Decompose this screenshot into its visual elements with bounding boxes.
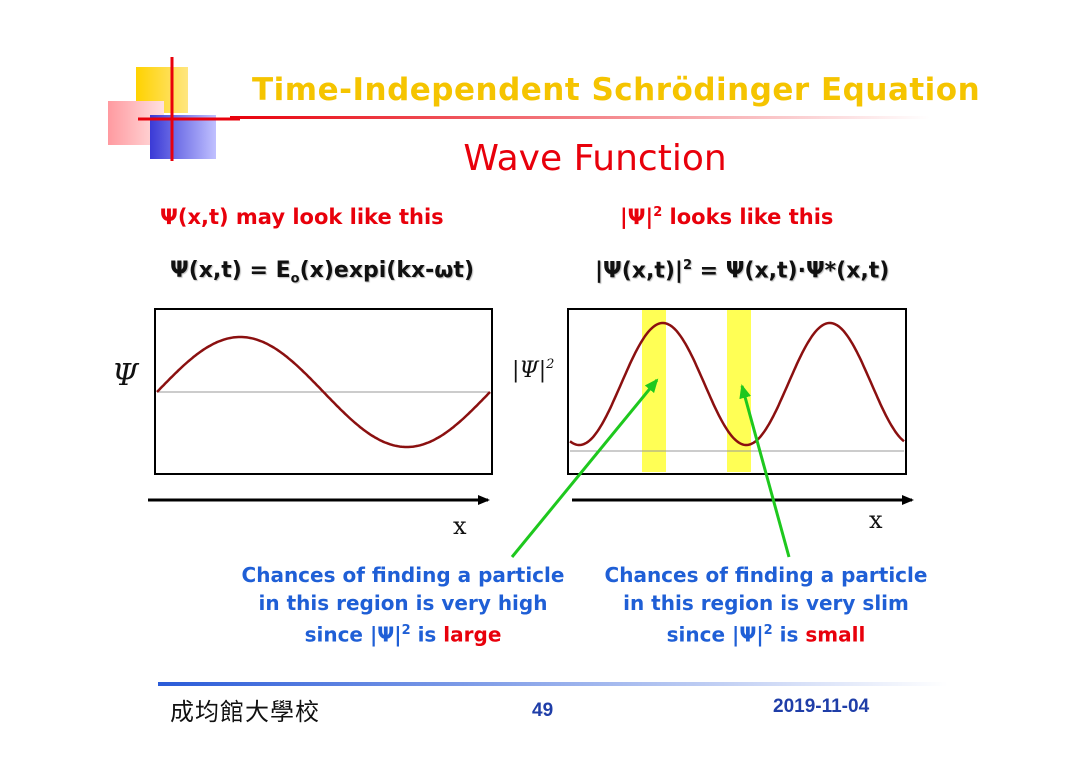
right-x-axis-label: x [869, 506, 883, 534]
slide-title: Time-Independent Schrӧdinger Equation [252, 72, 981, 108]
title-underline [230, 116, 930, 119]
highlight-slim-region [727, 310, 751, 472]
right-caption: |Ψ|2 looks like this [620, 205, 834, 229]
pointer-arrow-slim [739, 384, 791, 558]
right-plot-frame [567, 308, 907, 475]
footer-divider [158, 682, 948, 686]
logo-square-blue [150, 115, 216, 159]
left-y-axis-label: Ψ [112, 358, 140, 393]
footer-date: 2019-11-04 [773, 696, 870, 717]
note-high-probability: Chances of finding a particle in this re… [241, 563, 565, 647]
page-number: 49 [532, 700, 554, 721]
decorative-logo [108, 57, 240, 161]
right-equation: |Ψ(x,t)|2 = Ψ(x,t)·Ψ*(x,t) [595, 258, 890, 284]
left-x-axis-label: x [453, 512, 467, 540]
slide-subtitle: Wave Function [463, 138, 727, 179]
left-caption: Ψ(x,t) may look like this [160, 205, 444, 229]
psi-squared-curve [569, 321, 905, 447]
left-equation: Ψ(x,t) = Eo(x)expi(kx-ωt) [170, 258, 474, 287]
footer-school-name: 成均館大學校 [170, 698, 320, 726]
left-plot-frame [154, 308, 493, 475]
note-low-probability: Chances of finding a particle in this re… [604, 563, 928, 647]
right-y-axis-label: |Ψ|2 [512, 357, 554, 383]
pointer-arrow-high [510, 378, 659, 558]
psi-wave-curve [156, 335, 491, 449]
